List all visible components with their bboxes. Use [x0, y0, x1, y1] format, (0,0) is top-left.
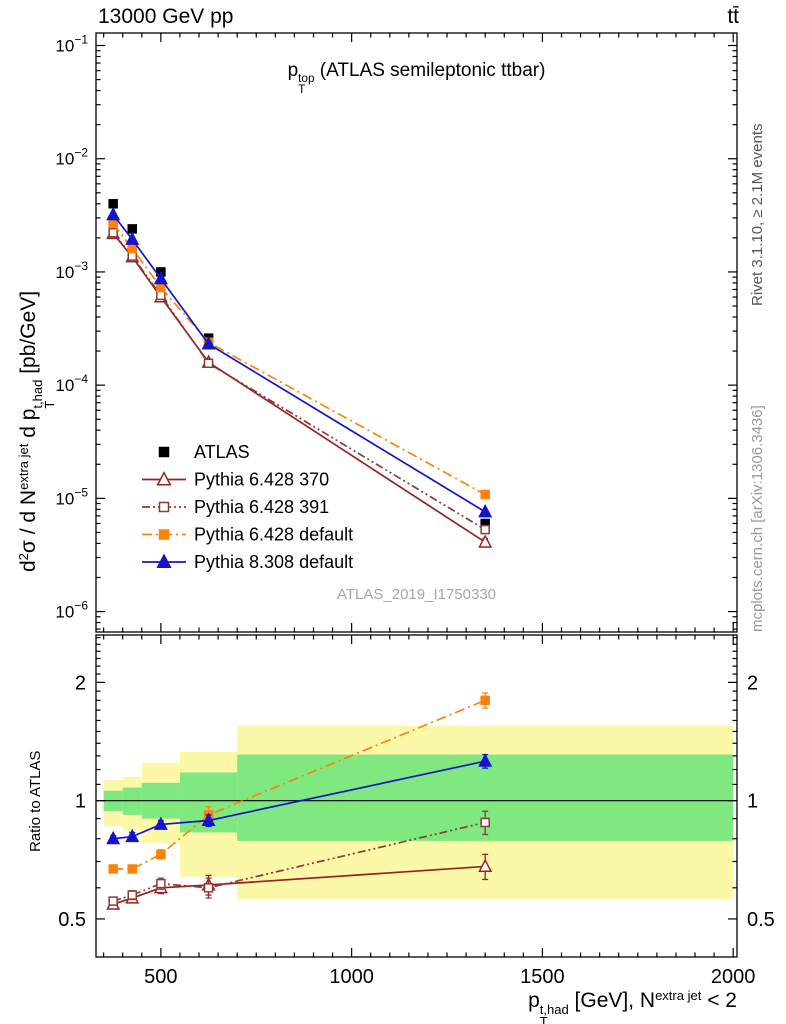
square-marker	[127, 864, 137, 874]
y-tick-label: 10−4	[55, 372, 88, 395]
ratio-tick-label-right: 0.5	[747, 909, 775, 931]
mcplots-credit-text: mcplots.cern.ch [arXiv:1306.3436]	[749, 405, 766, 632]
square-marker	[156, 849, 166, 860]
square-marker	[108, 218, 118, 229]
triangle-marker	[125, 231, 140, 245]
series-pythia-8-308-default	[106, 206, 493, 518]
square-marker	[158, 529, 170, 540]
square-marker	[480, 695, 490, 706]
y-tick-label: 10−6	[55, 599, 88, 622]
ratio-tick-label-left: 0.5	[58, 909, 86, 931]
square-marker	[108, 199, 118, 209]
xlabel-sup1: t,had	[539, 1001, 569, 1017]
triangle-marker	[478, 858, 493, 872]
square-marker	[127, 890, 137, 900]
triangle-marker	[153, 270, 168, 285]
ylabel-sup2: extra jet	[16, 443, 31, 490]
series-pythia-6-428-391	[108, 227, 490, 535]
triangle-marker	[156, 471, 172, 486]
square-marker	[127, 243, 137, 254]
square-marker	[156, 282, 166, 293]
y-tick-label: 10−2	[55, 146, 88, 169]
ratio-tick-label-left: 1	[75, 791, 86, 813]
square-marker	[158, 501, 170, 513]
plot-title-sup: top	[298, 71, 315, 85]
legend-label: Pythia 6.428 default	[194, 525, 353, 545]
square-marker	[127, 251, 137, 261]
legend: ATLAS Pythia 6.428 370 Pythia 6.428 391 Pyt…	[142, 442, 353, 572]
xlabel-sub1: T	[539, 1014, 548, 1024]
y-tick-label: 10−1	[55, 33, 88, 56]
legend-item-atlas: ATLAS	[158, 442, 250, 462]
triangle-marker	[478, 753, 493, 767]
ylabel-p4: [pb/GeV]	[17, 290, 41, 380]
triangle-marker	[478, 503, 493, 518]
triangle-marker	[106, 206, 121, 221]
plot-title-sub: T	[298, 83, 306, 97]
ylabel-pt-scripts: t,had T	[30, 380, 58, 409]
uncertainty-bands	[96, 725, 737, 900]
legend-item-pythia-6-428-370: Pythia 6.428 370	[142, 470, 329, 490]
ratio-y-axis-label: Ratio to ATLAS	[27, 750, 44, 852]
rivet-version-text: Rivet 3.1.10, ≥ 2.1M events	[749, 123, 766, 307]
legend-item-pythia-6-428-default: Pythia 6.428 default	[142, 525, 353, 545]
triangle-marker	[106, 830, 121, 845]
ylabel-p3: d p	[17, 408, 41, 444]
ratio-series-pythia-8-308-default	[106, 753, 493, 845]
ratio-tick-label-right: 1	[747, 791, 758, 813]
triangle-marker	[201, 336, 216, 350]
square-marker	[156, 878, 166, 889]
legend-item-pythia-8-308-default: Pythia 8.308 default	[142, 552, 353, 572]
y-axis-label: d2σ / d Nextra jet d p t,had T [pb/GeV]	[16, 290, 58, 572]
xlabel-p2: [GeV], N	[568, 989, 656, 1013]
triangle-marker	[478, 534, 493, 548]
plot-title-scripts: top T	[298, 71, 315, 97]
xlabel-sup2: extra jet	[655, 988, 702, 1003]
square-marker	[203, 883, 214, 893]
square-marker	[158, 446, 170, 458]
ratio-tick-label-right: 2	[747, 672, 758, 694]
beam-energy-label: 13000 GeV pp	[98, 5, 234, 28]
ratio-series-pythia-6-428-391	[108, 810, 490, 906]
square-marker	[480, 489, 490, 500]
triangle-marker	[125, 828, 140, 843]
analysis-watermark: ATLAS_2019_I1750330	[336, 586, 497, 603]
ylabel-sub3: T	[42, 400, 58, 409]
y-tick-label: 10−3	[55, 259, 88, 282]
square-marker	[108, 896, 118, 906]
legend-label: Pythia 6.428 391	[194, 497, 329, 517]
plot-title: p top T (ATLAS semileptonic ttbar)	[96, 60, 737, 97]
triangle-marker	[156, 553, 172, 568]
triangle-marker	[153, 816, 168, 830]
square-marker	[108, 864, 118, 874]
xlabel-p3: < 2	[701, 989, 737, 1013]
legend-label: Pythia 8.308 default	[194, 552, 353, 572]
process-label: tt̄	[727, 5, 739, 28]
square-marker	[108, 227, 118, 238]
ylabel-p1: d	[17, 560, 41, 572]
y-tick-label: 10−5	[55, 485, 88, 508]
legend-label: ATLAS	[194, 442, 250, 462]
square-marker	[480, 524, 490, 535]
xlabel-pt-scripts: t,had T	[539, 1001, 569, 1024]
ylabel-sup1: 2	[16, 553, 31, 561]
square-marker	[203, 358, 214, 369]
plot-title-rest: (ATLAS semileptonic ttbar)	[314, 60, 546, 81]
x-axis-label: p t,had T [GeV], Nextra jet < 2	[96, 988, 737, 1024]
x-tick-label: 1000	[329, 966, 374, 988]
legend-label: Pythia 6.428 370	[194, 470, 329, 490]
triangle-marker	[201, 812, 216, 827]
x-tick-label: 1500	[520, 966, 565, 988]
x-tick-label: 2000	[711, 966, 756, 988]
ylabel-p2: σ / d N	[17, 489, 41, 554]
ratio-tick-label-left: 2	[75, 672, 86, 694]
square-marker	[480, 817, 490, 828]
legend-item-pythia-6-428-391: Pythia 6.428 391	[142, 497, 329, 517]
square-marker	[156, 290, 166, 301]
x-tick-label: 500	[144, 966, 177, 988]
xlabel-p1: p	[528, 989, 540, 1013]
plot-title-base: p	[287, 60, 299, 81]
